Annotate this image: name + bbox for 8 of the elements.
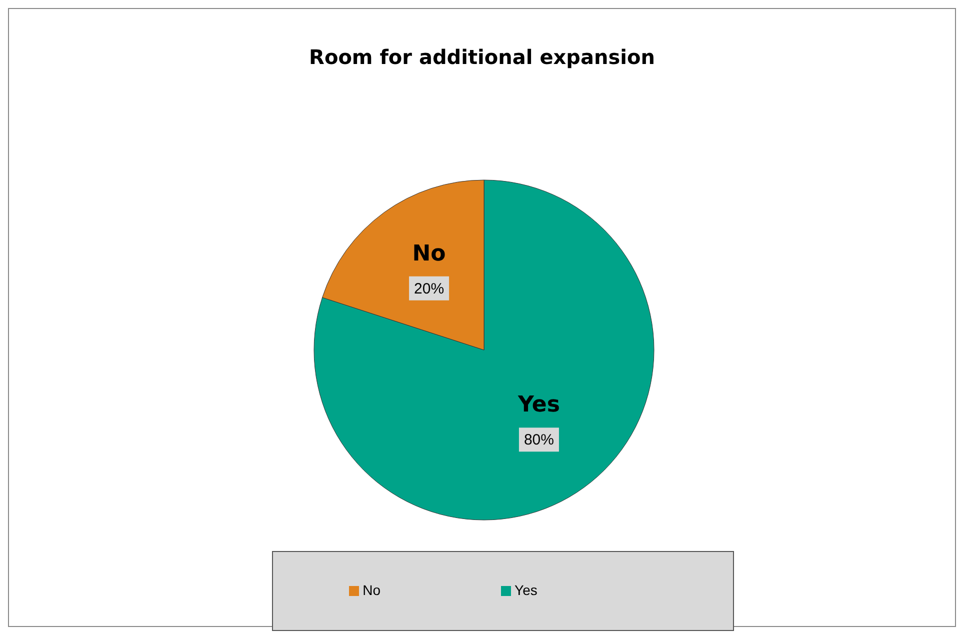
legend-label: Yes <box>514 582 538 598</box>
slice-label: Yes <box>516 392 560 418</box>
data-label: 80% <box>524 432 554 449</box>
slice-label: No <box>412 241 446 266</box>
pie-slice <box>314 180 654 520</box>
legend-label: No <box>362 582 381 598</box>
data-label: 20% <box>414 280 444 298</box>
chart-title: Room for additional expansion <box>308 44 656 71</box>
